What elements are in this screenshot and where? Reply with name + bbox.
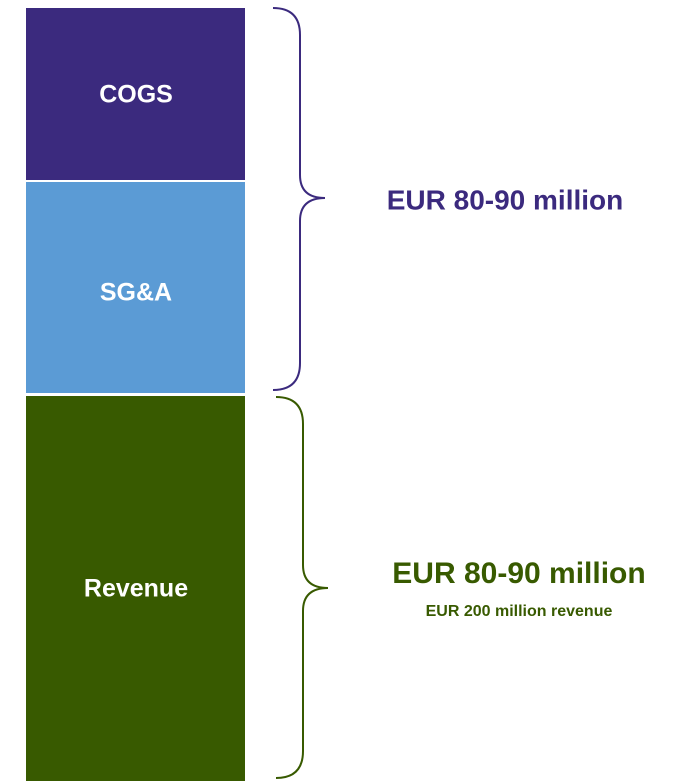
brace — [275, 396, 329, 779]
brace — [272, 7, 326, 391]
revenue-block — [26, 396, 245, 781]
block-label: SG&A — [100, 279, 172, 307]
brace-label: EUR 80-90 million — [392, 557, 645, 590]
cogs-block — [26, 8, 245, 180]
brace-sublabel: EUR 200 million revenue — [426, 603, 613, 620]
sga-block — [26, 182, 245, 393]
brace-label: EUR 80-90 million — [387, 184, 624, 215]
block-label: Revenue — [84, 575, 188, 603]
block-label: COGS — [99, 81, 173, 109]
